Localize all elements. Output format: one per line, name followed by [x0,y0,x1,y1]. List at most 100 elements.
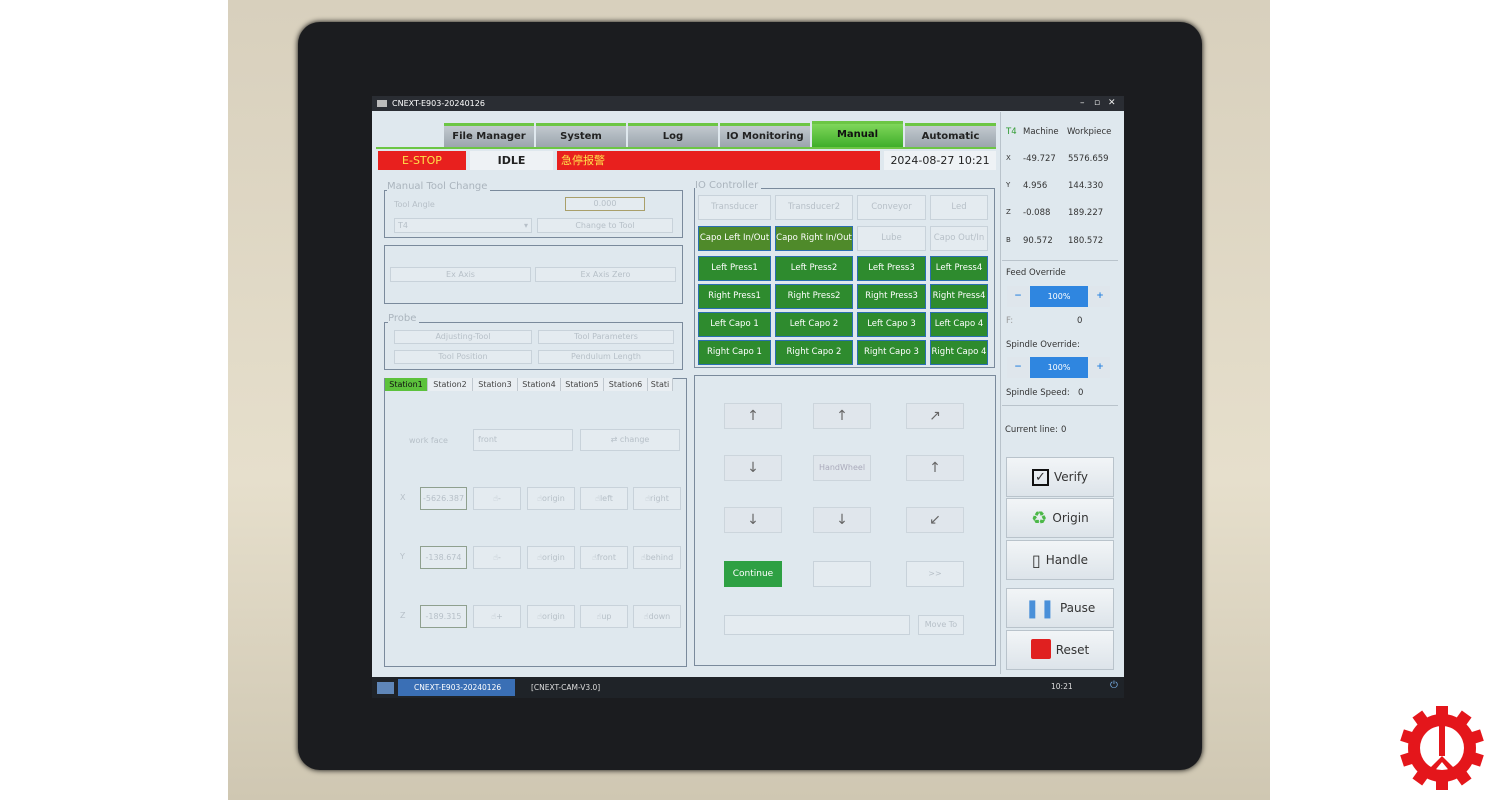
taskbar-item-cam[interactable]: [CNEXT-CAM-V3.0] [531,683,601,692]
jog-button[interactable]: ↓ [724,455,782,481]
tab-automatic[interactable]: Automatic [905,123,996,147]
current-line-value: 0 [1061,425,1067,435]
io-transducer2-button[interactable]: Transducer2 [775,195,853,220]
machine-coord: 90.572 [1023,236,1053,246]
station-left-button[interactable]: ☝left [580,487,628,510]
tab-station-4[interactable]: Station4 [518,378,561,391]
tab-io-monitoring[interactable]: IO Monitoring [720,123,810,147]
station-front-button[interactable]: ☝front [580,546,628,569]
io-right-capo-4-button[interactable]: Right Capo 4 [930,340,988,365]
station-axis-value[interactable]: -138.674 [420,546,467,569]
jog-button[interactable]: ↗ [906,403,964,429]
tab-station-7[interactable]: Stati [648,378,673,391]
feed-plus-button[interactable]: + [1090,286,1110,307]
minimize-button[interactable]: – [1080,98,1085,108]
tab-station-5[interactable]: Station5 [561,378,604,391]
origin-button[interactable]: ♻ Origin [1006,498,1114,538]
station-axis-value[interactable]: -5626.387 [420,487,467,510]
maximize-button[interactable]: ▫ [1094,98,1101,108]
power-icon[interactable]: ⏻ [1110,680,1118,691]
tab-system[interactable]: System [536,123,626,147]
jog-button[interactable]: ↙ [906,507,964,533]
verify-button[interactable]: ✓ Verify [1006,457,1114,497]
tool-position-button[interactable]: Tool Position [394,350,532,364]
station-up-button[interactable]: ☝up [580,605,628,628]
reset-button[interactable]: Reset [1006,630,1114,670]
move-to-input[interactable] [724,615,910,635]
station-down-button[interactable]: ☝down [633,605,681,628]
io-capo-out-in-button[interactable]: Capo Out/In [930,226,988,251]
station-x-button[interactable]: ☝- [473,546,521,569]
io-left-press2-button[interactable]: Left Press2 [775,256,853,281]
f-value: 0 [1077,316,1083,326]
io-capo-right-in-out-button[interactable]: Capo Right In/Out [775,226,853,251]
spindle-minus-button[interactable]: − [1007,357,1029,378]
io-left-press3-button[interactable]: Left Press3 [857,256,926,281]
change-to-tool-button[interactable]: Change to Tool [537,218,673,233]
handle-button[interactable]: ▯ Handle [1006,540,1114,580]
station-origin-button[interactable]: ☝origin [527,546,575,569]
tab-station-3[interactable]: Station3 [473,378,518,391]
io-right-press4-button[interactable]: Right Press4 [930,284,988,309]
io-right-press1-button[interactable]: Right Press1 [698,284,771,309]
tab-log[interactable]: Log [628,123,718,147]
ex-axis-zero-button[interactable]: Ex Axis Zero [535,267,676,282]
work-face-select[interactable]: front [473,429,573,451]
move-to-button[interactable]: Move To [918,615,964,635]
io-left-capo-1-button[interactable]: Left Capo 1 [698,312,771,337]
station-axis-value[interactable]: -189.315 [420,605,467,628]
ex-axis-button[interactable]: Ex Axis [390,267,531,282]
io-right-press2-button[interactable]: Right Press2 [775,284,853,309]
station-origin-button[interactable]: ☝origin [527,487,575,510]
pause-button[interactable]: ❚❚ Pause [1006,588,1114,628]
close-button[interactable]: ✕ [1108,98,1116,108]
io-right-capo-1-button[interactable]: Right Capo 1 [698,340,771,365]
spindle-override-value[interactable]: 100% [1030,357,1088,378]
station-x-button[interactable]: ☝- [473,487,521,510]
io-left-capo-4-button[interactable]: Left Capo 4 [930,312,988,337]
feed-override-value[interactable]: 100% [1030,286,1088,307]
io-right-capo-2-button[interactable]: Right Capo 2 [775,340,853,365]
station-behind-button[interactable]: ☝behind [633,546,681,569]
io-left-capo-2-button[interactable]: Left Capo 2 [775,312,853,337]
tab-station-1[interactable]: Station1 [385,378,428,391]
io-capo-left-in-out-button[interactable]: Capo Left In/Out [698,226,771,251]
io-conveyor-button[interactable]: Conveyor [857,195,926,220]
jog-button[interactable]: ↑ [906,455,964,481]
jog-button[interactable]: ↑ [724,403,782,429]
jog-button[interactable]: ↓ [724,507,782,533]
io-lube-button[interactable]: Lube [857,226,926,251]
io-led-button[interactable]: Led [930,195,988,220]
tool-parameters-button[interactable]: Tool Parameters [538,330,674,344]
taskbar-item-cnext[interactable]: CNEXT-E903-20240126 [398,679,515,696]
next-button[interactable]: >> [906,561,964,587]
tool-select[interactable]: T4 ▾ [394,218,532,233]
io-left-capo-3-button[interactable]: Left Capo 3 [857,312,926,337]
start-menu-icon[interactable] [377,682,394,694]
feed-minus-button[interactable]: − [1007,286,1029,307]
io-transducer-button[interactable]: Transducer [698,195,771,220]
step-button[interactable] [813,561,871,587]
check-icon: ✓ [1031,468,1049,486]
jog-button[interactable]: ↑ [813,403,871,429]
io-right-press3-button[interactable]: Right Press3 [857,284,926,309]
button-label: left [599,494,613,503]
tab-file-manager[interactable]: File Manager [444,123,534,147]
station-origin-button[interactable]: ☝origin [527,605,575,628]
tab-manual[interactable]: Manual [812,121,903,147]
io-left-press4-button[interactable]: Left Press4 [930,256,988,281]
continue-button[interactable]: Continue [724,561,782,587]
tool-angle-input[interactable]: 0.000 [565,197,645,211]
pendulum-length-button[interactable]: Pendulum Length [538,350,674,364]
spindle-plus-button[interactable]: + [1090,357,1110,378]
change-button[interactable]: ⇄ change [580,429,680,451]
jog-button[interactable]: HandWheel [813,455,871,481]
station-right-button[interactable]: ☝right [633,487,681,510]
tab-station-6[interactable]: Station6 [604,378,648,391]
adjusting-tool-button[interactable]: Adjusting-Tool [394,330,532,344]
io-right-capo-3-button[interactable]: Right Capo 3 [857,340,926,365]
jog-button[interactable]: ↓ [813,507,871,533]
station-x-button[interactable]: ☝+ [473,605,521,628]
io-left-press1-button[interactable]: Left Press1 [698,256,771,281]
tab-station-2[interactable]: Station2 [428,378,473,391]
